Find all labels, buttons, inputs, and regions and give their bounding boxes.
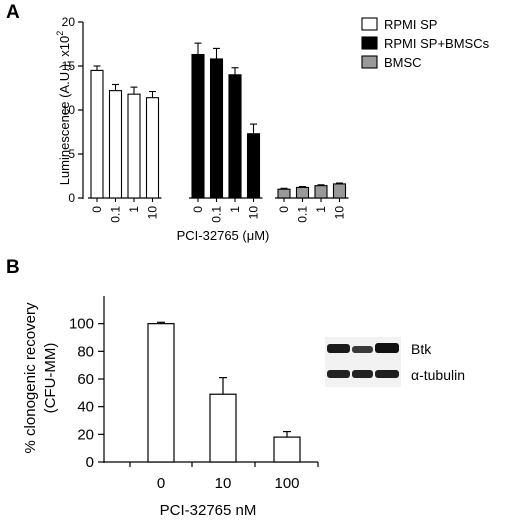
blot-band-tubulin-2 (352, 370, 373, 378)
chart-a-x-tick-label: 0 (90, 206, 104, 213)
chart-b-bar (209, 393, 237, 463)
chart-a-bars (90, 42, 347, 199)
chart-a-x-tick-label: 10 (146, 206, 160, 220)
chart-a-x-tick-label: 0.1 (109, 206, 123, 223)
chart-a-x-tick-label: 10 (333, 206, 347, 220)
chart-a-x-tick-label: 0.1 (296, 206, 310, 223)
chart-a-y-axis-label-text: Luminescence (A.U.), x10 (57, 36, 72, 186)
chart-a-legend-swatch (361, 17, 378, 31)
chart-a-x-tick-label: 0 (191, 206, 205, 213)
chart-a-bar (191, 54, 205, 199)
chart-a-x-tick-label: 0 (277, 206, 291, 213)
blot-band-btk-2 (352, 346, 373, 353)
chart-b-y-tick-label: 60 (77, 371, 94, 388)
blot-label-tubulin: α-tubulin (411, 367, 465, 383)
chart-a-bar (90, 69, 104, 199)
western-blot: Btk α-tubulin (325, 337, 465, 387)
blot-band-tubulin-3 (375, 370, 399, 378)
chart-a-legend-swatch (361, 36, 378, 50)
chart-a-y-axis-label: Luminescence (A.U.), x102 (55, 31, 72, 186)
chart-a-legend: RPMI SP RPMI SP+BMSCs BMSC (361, 17, 490, 70)
chart-b-y-axis-label-line2: (CFU-MM) (42, 343, 59, 414)
blot-band-btk-1 (327, 344, 350, 353)
chart-a-bar (127, 93, 141, 199)
chart-a-x-tick-label: 1 (228, 206, 242, 213)
chart-a-tick-labels: 0 5 10 15 20 0 0.1 1 10 0 0.1 1 10 0 0.1 1 10 (62, 15, 347, 223)
chart-a-x-tick-label: 10 (247, 206, 261, 220)
chart-b-x-tick-label: 10 (215, 475, 232, 492)
chart-a-y-axis-label-superscript: 2 (55, 31, 65, 36)
chart-b-y-axis-label-line1: % clonogenic recovery (22, 302, 39, 453)
chart-a-x-tick-label: 1 (314, 206, 328, 213)
chart-b-x-tick-label: 0 (157, 475, 165, 492)
chart-a-bar (209, 58, 224, 199)
chart-a: 0 5 10 15 20 0 0.1 1 10 0 0.1 1 10 0 0.1 1 10 Luminescen… (55, 15, 490, 243)
chart-b-x-axis-label: PCI-32765 nM (160, 502, 257, 519)
chart-b-y-tick-label: 40 (77, 399, 94, 416)
chart-a-bar (314, 185, 328, 199)
chart-b-x-tick-label: 100 (274, 475, 299, 492)
chart-a-bar (228, 74, 242, 199)
panel-b-letter: B (6, 257, 20, 278)
chart-b-y-tick-label: 80 (77, 343, 94, 360)
chart-a-x-axis-label: PCI-32765 (μM) (177, 228, 270, 243)
chart-a-bar (145, 97, 160, 199)
chart-b-bar (147, 323, 175, 463)
blot-band-row-tubulin (327, 370, 399, 378)
chart-a-y-tick-label: 10 (62, 103, 76, 117)
chart-b-bars (147, 321, 301, 463)
chart-b-y-tick-label: 100 (69, 316, 94, 333)
chart-a-legend-label: RPMI SP (384, 17, 437, 32)
blot-label-btk: Btk (411, 341, 432, 357)
chart-a-bar (108, 90, 123, 199)
chart-a-x-tick-label: 1 (127, 206, 141, 213)
chart-a-bar (277, 188, 291, 199)
chart-a-y-tick-label: 15 (62, 59, 76, 73)
chart-a-legend-swatch (361, 55, 378, 69)
chart-a-legend-label: RPMI SP+BMSCs (384, 36, 490, 51)
chart-b-tick-labels: 0 20 40 60 80 100 0 10 100 (69, 316, 300, 492)
chart-b-bar (273, 436, 301, 463)
chart-a-y-tick-label: 0 (68, 191, 75, 205)
chart-a-x-tick-label: 0.1 (210, 206, 224, 223)
chart-b-y-tick-label: 0 (86, 454, 94, 471)
chart-a-legend-label: BMSC (384, 55, 422, 70)
chart-a-bar (295, 186, 310, 199)
blot-band-tubulin-1 (327, 370, 350, 378)
chart-a-y-tick-label: 5 (68, 147, 75, 161)
panel-a-letter: A (6, 2, 20, 23)
chart-b: 0 20 40 60 80 100 0 10 100 % clonogenic recovery… (22, 296, 319, 519)
chart-a-bar (332, 183, 347, 199)
blot-band-btk-3 (375, 343, 399, 353)
chart-a-bar (246, 133, 261, 199)
blot-band-row-btk (327, 343, 399, 353)
chart-b-y-tick-label: 20 (77, 426, 94, 443)
chart-a-y-tick-label: 20 (62, 15, 76, 29)
